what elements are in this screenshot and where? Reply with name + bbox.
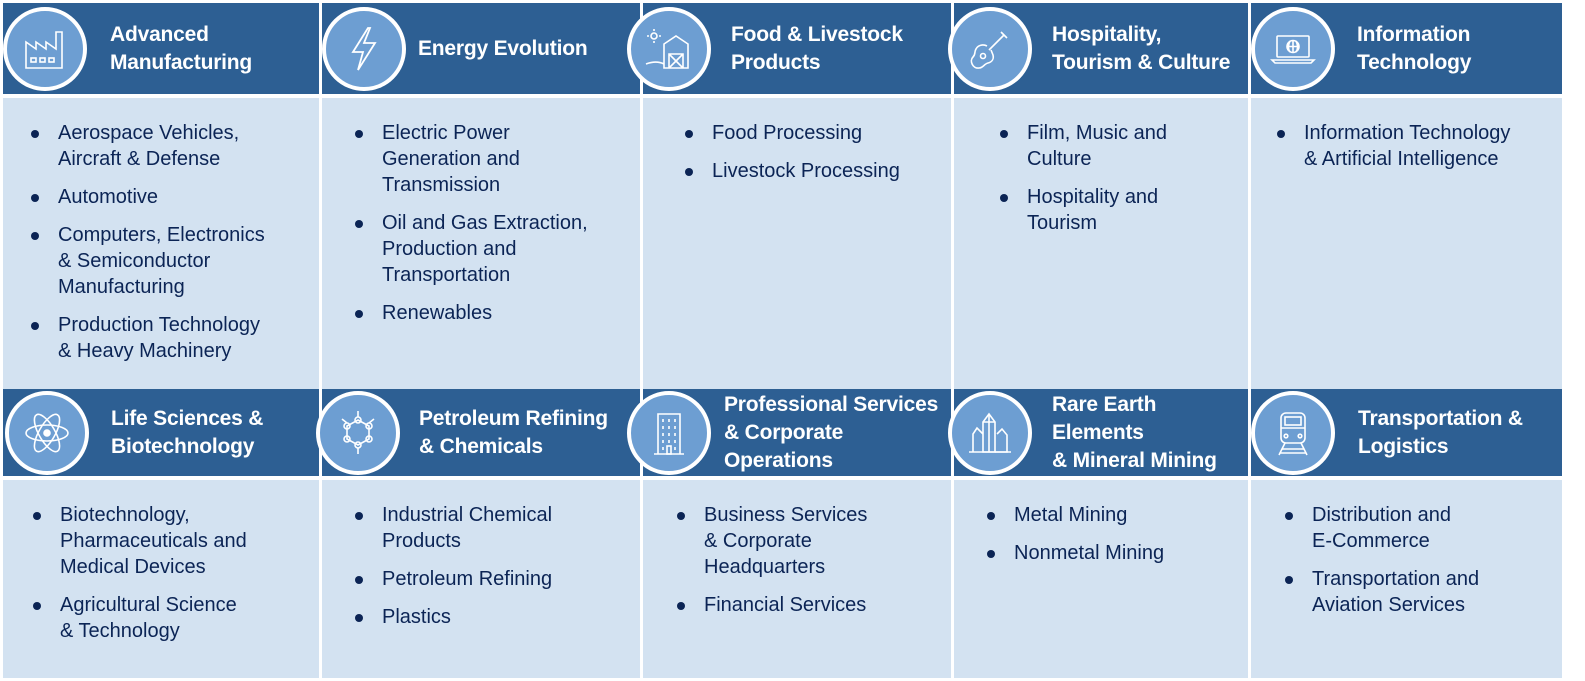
sector-header: Petroleum Refining & Chemicals: [316, 389, 640, 476]
sector-title: Advanced Manufacturing: [110, 22, 253, 74]
atom-icon: [5, 390, 89, 475]
sector-list-item: Renewables: [355, 300, 588, 326]
factory-icon: [3, 6, 87, 91]
sector-header: Professional Services & Corporate Operati…: [627, 389, 951, 476]
sector-card-transportation-and-logistics: Transportation & Logistics Distribution an…: [1251, 389, 1562, 681]
sector-list-item: Production Technology & Heavy Machinery: [31, 312, 265, 364]
sector-header: Rare Earth Elements & Mineral Mining: [948, 389, 1248, 476]
sector-body: Electric Power Generation and Transmission…: [322, 98, 640, 389]
sector-list-item: Automotive: [31, 184, 265, 210]
sector-list-item: Nonmetal Mining: [987, 540, 1164, 566]
sector-card-advanced-manufacturing: Advanced Manufacturing Aerospace Vehicles,…: [3, 0, 319, 389]
sector-title: Food & Livestock Products: [731, 22, 903, 74]
sector-list-item: Petroleum Refining: [355, 566, 552, 592]
sector-item-list: Metal Mining Nonmetal Mining: [987, 502, 1164, 578]
sector-title: Information Technology: [1357, 22, 1472, 74]
sector-body: Film, Music and Culture Hospitality and Tou…: [954, 98, 1248, 389]
sector-header: Advanced Manufacturing: [3, 3, 319, 94]
sector-list-item: Aerospace Vehicles, Aircraft & Defense: [31, 120, 265, 172]
sector-header: Transportation & Logistics: [1251, 389, 1562, 476]
sector-title: Life Sciences & Biotechnology: [111, 406, 264, 458]
crystals-icon: [948, 390, 1032, 475]
sector-item-list: Industrial Chemical Products Petroleum Ref…: [355, 502, 552, 642]
sector-card-food-and-livestock-products: Food & Livestock Products Food Processing L…: [627, 0, 951, 389]
sector-card-professional-services-and-corporate-operations: Professional Services & Corporate Operati…: [627, 389, 951, 681]
sector-list-item: Biotechnology, Pharmaceuticals and Medical…: [33, 502, 247, 580]
sector-list-item: Information Technology & Artificial Intel…: [1277, 120, 1510, 172]
sector-title: Hospitality, Tourism & Culture: [1052, 22, 1231, 74]
laptop-globe-icon: [1251, 6, 1335, 91]
sector-list-item: Industrial Chemical Products: [355, 502, 552, 554]
sector-body: Information Technology & Artificial Intel…: [1251, 98, 1562, 389]
sector-row-top: Advanced Manufacturing Aerospace Vehicles,…: [3, 0, 1562, 389]
sector-body: Aerospace Vehicles, Aircraft & Defense Aut…: [3, 98, 319, 389]
sector-header: Hospitality, Tourism & Culture: [948, 3, 1248, 94]
sector-list-item: Metal Mining: [987, 502, 1164, 528]
sector-list-item: Hospitality and Tourism: [1000, 184, 1167, 236]
sector-body: Biotechnology, Pharmaceuticals and Medical…: [3, 480, 319, 678]
sector-header: Food & Livestock Products: [627, 3, 951, 94]
sector-item-list: Information Technology & Artificial Intel…: [1277, 120, 1510, 184]
sector-title: Rare Earth Elements & Mineral Mining: [1052, 392, 1217, 472]
sector-list-item: Oil and Gas Extraction, Production and Tra…: [355, 210, 588, 288]
sector-item-list: Business Services & Corporate Headquarters…: [677, 502, 867, 630]
sector-list-item: Livestock Processing: [685, 158, 900, 184]
sector-title: Professional Services & Corporate Operati…: [724, 392, 939, 472]
sector-list-item: Financial Services: [677, 592, 867, 618]
sector-card-petroleum-refining-and-chemicals: Petroleum Refining & Chemicals Industrial …: [316, 389, 640, 681]
sector-body: Food Processing Livestock Processing: [643, 98, 951, 389]
sector-item-list: Biotechnology, Pharmaceuticals and Medical…: [33, 502, 247, 656]
sector-row-bottom: Life Sciences & Biotechnology Biotechnolog…: [0, 389, 1585, 681]
sector-list-item: Distribution and E-Commerce: [1285, 502, 1479, 554]
sector-body: Business Services & Corporate Headquarters…: [643, 480, 951, 678]
sector-card-life-sciences-and-biotechnology: Life Sciences & Biotechnology Biotechnolog…: [3, 389, 319, 681]
sector-list-item: Business Services & Corporate Headquarters: [677, 502, 867, 580]
sector-card-hospitality-tourism-and-culture: Hospitality, Tourism & Culture Film, Music…: [948, 0, 1248, 389]
sector-item-list: Food Processing Livestock Processing: [685, 120, 900, 196]
sector-item-list: Electric Power Generation and Transmission…: [355, 120, 588, 338]
sector-item-list: Distribution and E-Commerce Transportation…: [1285, 502, 1479, 630]
sector-list-item: Plastics: [355, 604, 552, 630]
office-building-icon: [627, 390, 711, 475]
molecule-icon: [316, 390, 400, 475]
sector-item-list: Film, Music and Culture Hospitality and Tou…: [1000, 120, 1167, 248]
sector-list-item: Computers, Electronics & Semiconductor Man…: [31, 222, 265, 300]
sector-header: Energy Evolution: [322, 3, 640, 94]
sector-title: Petroleum Refining & Chemicals: [419, 406, 608, 458]
sector-body: Metal Mining Nonmetal Mining: [954, 480, 1248, 678]
sector-list-item: Agricultural Science & Technology: [33, 592, 247, 644]
barn-icon: [627, 6, 711, 91]
sector-header: Life Sciences & Biotechnology: [3, 389, 319, 476]
sector-list-item: Food Processing: [685, 120, 900, 146]
sector-list-item: Electric Power Generation and Transmission: [355, 120, 588, 198]
sector-body: Industrial Chemical Products Petroleum Ref…: [322, 480, 640, 678]
sector-list-item: Film, Music and Culture: [1000, 120, 1167, 172]
sector-card-energy-evolution: Energy Evolution Electric Power Generation…: [322, 0, 640, 389]
lightning-bolt-icon: [322, 6, 406, 91]
guitar-icon: [948, 6, 1032, 91]
sector-title: Transportation & Logistics: [1358, 406, 1523, 458]
sector-header: Information Technology: [1251, 3, 1562, 94]
sector-body: Distribution and E-Commerce Transportation…: [1251, 480, 1562, 678]
sector-title: Energy Evolution: [418, 36, 588, 60]
sector-list-item: Transportation and Aviation Services: [1285, 566, 1479, 618]
sector-card-rare-earth-elements-and-mineral-mining: Rare Earth Elements & Mineral Mining Metal…: [948, 389, 1248, 681]
sector-item-list: Aerospace Vehicles, Aircraft & Defense Aut…: [31, 120, 265, 376]
sector-card-information-technology: Information Technology Information Technol…: [1251, 0, 1562, 389]
train-icon: [1251, 390, 1335, 475]
